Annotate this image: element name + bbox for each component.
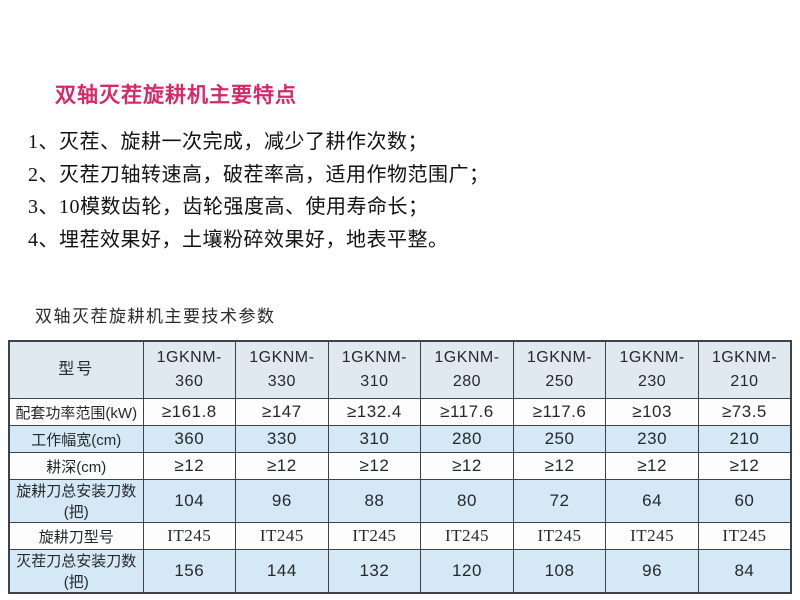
- table-row-width: 工作幅宽(cm) 360 330 310 280 250 230 210: [8, 425, 792, 453]
- table-row-depth: 耕深(cm) ≥12 ≥12 ≥12 ≥12 ≥12 ≥12 ≥12: [8, 452, 792, 480]
- spec-value-cell: IT245: [142, 522, 237, 550]
- table-row-rotary-blade-count: 旋耕刀总安装刀数(把) 104 96 88 80 72 64 60: [8, 479, 792, 523]
- specs-table: 型号 1GKNM- 360 1GKNM- 330 1GKNM- 310 1GKNM- 2…: [8, 340, 792, 594]
- spec-value-cell: ≥73.5: [697, 398, 792, 426]
- spec-row-label: 旋耕刀型号: [8, 522, 144, 550]
- spec-value-cell: ≥132.4: [327, 398, 422, 426]
- spec-value-cell: IT245: [420, 522, 514, 550]
- spec-value-cell: IT245: [697, 522, 792, 550]
- spec-value-cell: 104: [142, 479, 237, 523]
- model-header-360: 1GKNM- 360: [142, 340, 237, 399]
- table-row-blade-model: 旋耕刀型号 IT245 IT245 IT245 IT245 IT245 IT24…: [8, 522, 792, 550]
- spec-value-cell: 250: [512, 425, 607, 453]
- model-header-280: 1GKNM- 280: [420, 340, 514, 399]
- spec-value-cell: 88: [327, 479, 422, 523]
- spec-value-cell: 360: [142, 425, 237, 453]
- spec-value-cell: IT245: [327, 522, 422, 550]
- spec-value-cell: ≥117.6: [512, 398, 607, 426]
- spec-value-cell: ≥103: [605, 398, 699, 426]
- spec-value-cell: ≥117.6: [420, 398, 514, 426]
- spec-value-cell: ≥12: [512, 452, 607, 480]
- spec-value-cell: 210: [697, 425, 792, 453]
- spec-value-cell: ≥12: [420, 452, 514, 480]
- model-header-310: 1GKNM- 310: [327, 340, 422, 399]
- spec-value-cell: 156: [142, 549, 237, 594]
- spec-value-cell: 144: [235, 549, 329, 594]
- table-header-row: 型号 1GKNM- 360 1GKNM- 330 1GKNM- 310 1GKNM- 2…: [8, 340, 792, 399]
- spec-value-cell: ≥12: [327, 452, 422, 480]
- table-row-stubble-blade-count: 灭茬刀总安装刀数(把) 156 144 132 120 108 96 84: [8, 549, 792, 594]
- spec-value-cell: 330: [235, 425, 329, 453]
- model-header-230: 1GKNM- 230: [605, 340, 699, 399]
- spec-value-cell: 230: [605, 425, 699, 453]
- spec-value-cell: 84: [697, 549, 792, 594]
- spec-value-cell: 132: [327, 549, 422, 594]
- model-header-250: 1GKNM- 250: [512, 340, 607, 399]
- feature-item-4: 4、埋茬效果好，土壤粉碎效果好，地表平整。: [28, 228, 449, 251]
- spec-row-label: 旋耕刀总安装刀数(把): [8, 479, 144, 523]
- spec-value-cell: ≥147: [235, 398, 329, 426]
- spec-value-cell: 108: [512, 549, 607, 594]
- spec-value-cell: IT245: [235, 522, 329, 550]
- spec-value-cell: 310: [327, 425, 422, 453]
- table-row-power: 配套功率范围(kW) ≥161.8 ≥147 ≥132.4 ≥117.6 ≥11…: [8, 398, 792, 426]
- spec-value-cell: ≥12: [235, 452, 329, 480]
- model-header-210: 1GKNM- 210: [697, 340, 792, 399]
- features-title: 双轴灭茬旋耕机主要特点: [55, 83, 297, 107]
- spec-value-cell: IT245: [512, 522, 607, 550]
- specs-title: 双轴灭茬旋耕机主要技术参数: [35, 307, 276, 326]
- feature-item-2: 2、灭茬刀轴转速高，破茬率高，适用作物范围广；: [28, 163, 490, 186]
- spec-value-cell: IT245: [605, 522, 699, 550]
- spec-row-label: 耕深(cm): [8, 452, 144, 480]
- spec-value-cell: 64: [605, 479, 699, 523]
- spec-value-cell: ≥12: [697, 452, 792, 480]
- model-header-330: 1GKNM- 330: [235, 340, 329, 399]
- spec-row-label: 灭茬刀总安装刀数(把): [8, 549, 144, 594]
- spec-value-cell: 80: [420, 479, 514, 523]
- spec-value-cell: ≥12: [605, 452, 699, 480]
- spec-row-label: 工作幅宽(cm): [8, 425, 144, 453]
- spec-value-cell: 120: [420, 549, 514, 594]
- features-list: 1、灭茬、旋耕一次完成，减少了耕作次数； 2、灭茬刀轴转速高，破茬率高，适用作物…: [28, 126, 490, 256]
- spec-value-cell: ≥161.8: [142, 398, 237, 426]
- spec-value-cell: 60: [697, 479, 792, 523]
- spec-value-cell: 96: [605, 549, 699, 594]
- spec-value-cell: 96: [235, 479, 329, 523]
- feature-item-3: 3、10模数齿轮，齿轮强度高、使用寿命长；: [28, 196, 429, 218]
- feature-item-1: 1、灭茬、旋耕一次完成，减少了耕作次数；: [28, 131, 428, 153]
- spec-row-label: 配套功率范围(kW): [8, 398, 144, 426]
- spec-value-cell: 280: [420, 425, 514, 453]
- spec-value-cell: 72: [512, 479, 607, 523]
- table-corner-label: 型号: [8, 340, 144, 399]
- spec-value-cell: ≥12: [142, 452, 237, 480]
